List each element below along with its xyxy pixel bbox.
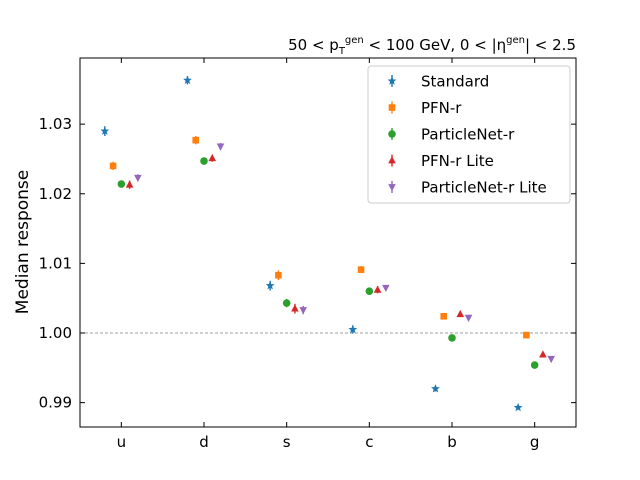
title-part-3: | < 2.5: [525, 36, 576, 54]
data-point: [357, 266, 365, 273]
legend-box: [367, 65, 571, 204]
data-point: [365, 287, 374, 296]
data-point: [282, 299, 291, 307]
x-tick-label: s: [283, 433, 291, 451]
data-point: [200, 157, 208, 165]
data-point: [440, 313, 448, 320]
legend-label: Standard: [421, 73, 489, 91]
title-sup-gen-1: gen: [345, 35, 364, 46]
legend-label: PFN-r Lite: [421, 152, 494, 170]
legend-marker: [388, 156, 396, 164]
title-sub-T: T: [338, 46, 346, 57]
data-point: [291, 304, 299, 312]
y-axis-label: Median response: [13, 170, 33, 314]
data-point: [448, 334, 456, 342]
data-point: [464, 314, 473, 322]
y-tick-label: 0.99: [39, 394, 72, 412]
data-point: [134, 174, 142, 183]
x-tick-label: g: [530, 433, 540, 451]
data-point: [275, 271, 282, 279]
legend-label: PFN-r: [421, 99, 462, 117]
title-part-2: < 100 GeV, 0 < |η: [364, 36, 506, 54]
data-point: [523, 331, 530, 339]
x-tick-label: u: [117, 433, 127, 451]
title-sup-gen-2: gen: [506, 35, 525, 46]
x-tick-label: c: [365, 433, 373, 451]
legend-marker: [388, 184, 396, 192]
data-point: [117, 180, 126, 188]
data-point: [299, 307, 307, 315]
data-point: [208, 153, 217, 162]
data-point: [100, 126, 110, 135]
x-tick-label: b: [447, 433, 457, 451]
legend-marker: [387, 76, 397, 85]
plot-frame: [79, 57, 577, 428]
y-tick-label: 1.00: [39, 324, 72, 342]
title-part-1: 50 < p: [288, 36, 339, 54]
data-point: [109, 162, 117, 170]
legend-label: ParticleNet-r Lite: [421, 179, 547, 197]
y-tick-label: 1.01: [39, 254, 72, 272]
data-point: [348, 324, 358, 334]
data-layer: [100, 75, 555, 412]
legend-marker: [388, 104, 396, 111]
data-point: [530, 361, 539, 369]
y-tick-label: 1.03: [39, 115, 72, 133]
legend: Standard PFN-r ParticleNet-r PFN-r Lite Part…: [367, 65, 571, 204]
legend-marker: [388, 130, 396, 138]
chart-title: 50 < pTgen < 100 GeV, 0 < |ηgen| < 2.5: [288, 35, 576, 57]
data-point: [183, 75, 192, 84]
data-point: [216, 143, 225, 151]
data-point: [513, 402, 523, 412]
y-tick-label: 1.02: [39, 185, 72, 203]
data-point: [431, 384, 440, 393]
data-point: [192, 136, 200, 144]
data-point: [539, 350, 547, 358]
data-point: [265, 281, 275, 290]
legend-label: ParticleNet-r: [421, 126, 515, 144]
data-point: [373, 285, 382, 293]
axis-layer: 0.99 1.00 1.01 1.02 1.03 u d s c b g: [39, 58, 576, 451]
data-point: [382, 284, 390, 293]
data-point: [456, 309, 465, 318]
x-tick-label: d: [199, 433, 209, 451]
data-point: [547, 355, 555, 364]
data-point: [125, 180, 134, 188]
